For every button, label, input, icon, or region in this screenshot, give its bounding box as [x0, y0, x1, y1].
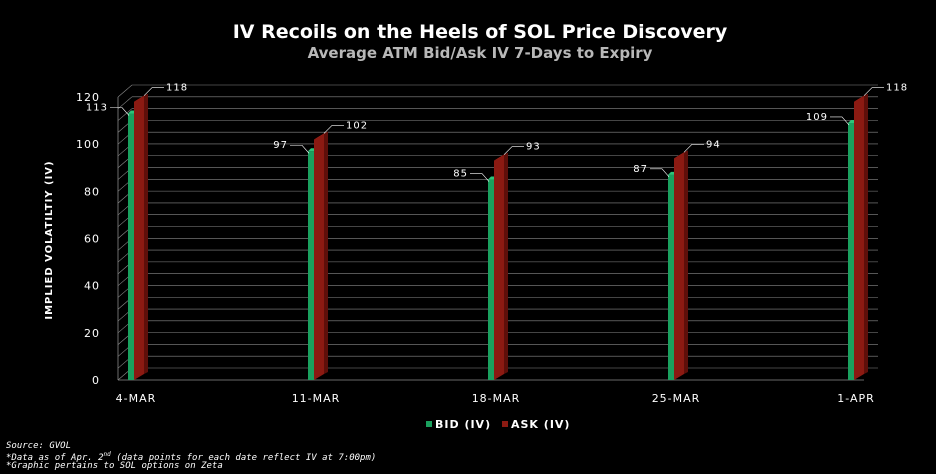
bar-ask-top [314, 131, 328, 140]
legend: BID (IV) ASK (IV) [426, 418, 570, 431]
data-label-bid: 85 [453, 169, 468, 180]
legend-label: ASK (IV) [511, 418, 570, 431]
leader-line-bid [830, 116, 850, 126]
data-label-ask: 118 [886, 83, 908, 94]
bar-ask [494, 154, 504, 380]
bar-ask-top [494, 152, 508, 161]
y-tick-labels: 0 20 40 60 80 100 120 [76, 91, 100, 387]
gridline-depth [117, 84, 133, 98]
leader-line-ask [143, 87, 164, 96]
data-label-bid: 109 [806, 112, 828, 123]
bar-ask-side [144, 93, 148, 374]
bar-ask-top [854, 93, 868, 102]
leader-line-bid [470, 173, 490, 182]
data-note-text: *Data as of Apr. 2 [6, 453, 104, 463]
bar-ask-top [134, 93, 148, 102]
data-note: *Data as of Apr. 2nd (data points for ea… [6, 451, 376, 463]
x-tick-label: 25-MAR [652, 392, 701, 405]
bar-bid [128, 113, 134, 380]
bar-bid [668, 174, 674, 380]
gridline-depth [117, 108, 133, 121]
bar-ask [854, 95, 864, 380]
legend-swatch [426, 421, 432, 427]
leader-line-bid [650, 168, 670, 178]
leader-line-bid [290, 144, 310, 154]
chart-subtitle: Average ATM Bid/Ask IV 7-Days to Expiry [308, 44, 653, 62]
bar-ask-side [864, 93, 868, 374]
source-note: Source: GVOL [6, 441, 72, 451]
bar-ask [314, 133, 324, 380]
leader-line-ask [683, 144, 704, 153]
leader-line-bid [110, 107, 130, 116]
bar-bid [488, 179, 494, 380]
y-axis-label: IMPLIED VOLATILTIY (IV) [44, 160, 55, 319]
y-tick-label: 60 [84, 233, 100, 246]
data-label-ask: 102 [346, 120, 368, 131]
x-tick-label: 11-MAR [292, 392, 341, 405]
x-tick-labels: 4-MAR 11-MAR 18-MAR 25-MAR 1-APR [116, 392, 875, 405]
data-label-ask: 118 [166, 83, 188, 94]
leader-line-ask [503, 146, 524, 155]
data-label-bid: 97 [273, 140, 288, 151]
leader-line-ask [323, 125, 344, 134]
y-tick-label: 120 [76, 91, 100, 104]
y-tick-label: 40 [84, 280, 100, 293]
leader-line-ask [863, 87, 884, 96]
bars: 113 118 97 102 85 93 87 94 109 118 [86, 83, 908, 381]
data-label-ask: 94 [706, 139, 721, 150]
bar-ask-side [324, 131, 328, 374]
bar-ask-side [684, 150, 688, 374]
chart-title: IV Recoils on the Heels of SOL Price Dis… [233, 21, 728, 43]
x-tick-label: 4-MAR [116, 392, 157, 405]
bar-ask [674, 152, 684, 380]
x-tick-label: 18-MAR [472, 392, 521, 405]
data-label-bid: 113 [86, 103, 108, 114]
bar-ask [134, 95, 144, 380]
bar-bid [848, 122, 854, 381]
legend-swatch [502, 421, 508, 427]
data-note-text-rest: (data points for each date reflect IV at… [110, 453, 377, 463]
bar-ask-side [504, 152, 508, 374]
y-tick-label: 80 [84, 185, 100, 198]
bar-bid [308, 151, 314, 380]
data-note-superscript: nd [103, 451, 111, 458]
gridline-depth [117, 96, 133, 110]
legend-label: BID (IV) [435, 418, 491, 431]
x-tick-label: 1-APR [837, 392, 875, 405]
graphic-note: *Graphic pertains to SOL options on Zeta [6, 461, 223, 471]
data-label-bid: 87 [633, 164, 648, 175]
y-tick-label: 0 [92, 374, 100, 387]
bar-ask-top [674, 150, 688, 159]
data-label-ask: 93 [526, 142, 541, 153]
y-tick-label: 20 [84, 327, 100, 340]
y-tick-label: 100 [76, 138, 100, 151]
